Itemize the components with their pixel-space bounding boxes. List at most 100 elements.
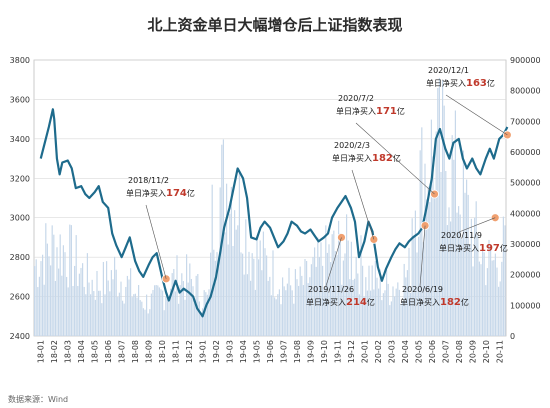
volume-bar (352, 279, 354, 336)
volume-bar (466, 179, 468, 336)
volume-bar (387, 283, 389, 336)
volume-bar (358, 294, 360, 336)
volume-bar (131, 297, 133, 336)
volume-bar (213, 249, 215, 336)
volume-bar (477, 235, 479, 336)
volume-bar (459, 214, 461, 336)
volume-bar (317, 237, 319, 336)
volume-bar (66, 276, 68, 336)
volume-bar (61, 275, 63, 336)
volume-bar (442, 80, 444, 337)
volume-bar (62, 245, 64, 336)
volume-bar (472, 266, 474, 336)
volume-bar (323, 289, 325, 336)
volume-bar (314, 247, 316, 336)
volume-bar (374, 260, 376, 336)
volume-bar (344, 253, 346, 336)
annotation-6: 2020/12/1 单日净买入163亿 (426, 66, 508, 136)
volume-bar (366, 290, 368, 336)
volume-bar (413, 235, 415, 336)
left-tick-label: 3400 (10, 135, 30, 144)
volume-bar (395, 288, 397, 336)
annotation-leader (351, 169, 375, 240)
chart-title: 北上资金单日大幅增仓后上证指数表现 (147, 16, 402, 34)
volume-bar (288, 267, 290, 336)
volume-bar (493, 260, 495, 336)
volume-bar (154, 285, 156, 336)
volume-bar (363, 296, 365, 336)
x-tick-label: 19-09 (306, 340, 315, 363)
x-tick-label: 18-01 (37, 340, 46, 363)
volume-bar (152, 289, 154, 336)
volume-bar (349, 279, 351, 336)
x-axis: 18-01 18-02 18-03 18-04 18-05 18-06 18-07 18-08… (37, 340, 505, 363)
left-axis: 2400 2600 2800 3000 3200 3400 3600 3800 (10, 56, 30, 341)
volume-bar (376, 277, 378, 336)
right-tick-label: 100000 (510, 301, 541, 310)
volume-bar (106, 261, 108, 336)
volume-bar (218, 256, 220, 336)
volume-bar (403, 263, 405, 336)
volume-bar (419, 150, 421, 336)
volume-bar (270, 295, 272, 336)
volume-bar (434, 197, 436, 336)
left-tick-label: 2600 (10, 293, 30, 302)
annotation-0: 2018/11/2 单日净买入174亿 (126, 176, 195, 279)
annotation-text: 单日净买入182亿 (332, 153, 401, 164)
volume-bar (422, 242, 424, 336)
volume-bar (142, 308, 144, 336)
right-tick-label: 500000 (510, 179, 541, 188)
x-tick-label: 20-07 (441, 340, 450, 363)
volume-bar (498, 286, 500, 336)
volume-bar (197, 273, 199, 336)
volume-bar (333, 230, 335, 336)
volume-bar (72, 286, 74, 336)
annotation-date: 2018/11/2 (128, 176, 169, 185)
volume-bar (234, 210, 236, 336)
volume-bar (261, 270, 263, 336)
volume-bar (173, 268, 175, 336)
volume-bar (322, 265, 324, 336)
volume-bar (208, 289, 210, 336)
volume-bar (104, 294, 106, 336)
volume-bar (258, 259, 260, 336)
volume-bar (464, 192, 466, 336)
x-tick-label: 18-11 (172, 340, 181, 363)
volume-bar (256, 235, 258, 336)
volume-bar (318, 257, 320, 336)
volume-bar (373, 289, 375, 336)
annotation-5: 2020/11/9 单日净买入197亿 (439, 217, 508, 254)
volume-bar (437, 88, 439, 336)
volume-bar (424, 163, 426, 336)
annotation-date: 2020/7/2 (338, 94, 374, 103)
volume-bar (88, 282, 90, 336)
volume-bar (235, 229, 237, 336)
volume-bar (451, 135, 453, 336)
volume-bar (155, 285, 157, 336)
left-tick-label: 3600 (10, 95, 30, 104)
annotation-text: 单日净买入163亿 (426, 78, 495, 89)
x-tick-label: 20-04 (401, 340, 410, 363)
annotation-text: 单日净买入197亿 (439, 243, 508, 254)
volume-bar (141, 301, 143, 336)
volume-bar (237, 225, 239, 336)
annotation-2: 2020/2/3 单日净买入182亿 (332, 141, 401, 240)
annotation-unit: 亿 (461, 297, 469, 307)
volume-bar (334, 251, 336, 336)
volume-bar (326, 252, 328, 336)
index-line (39, 108, 509, 318)
volume-bar (93, 291, 95, 336)
volume-bar (278, 289, 280, 336)
annotation-value: 182 (372, 153, 393, 164)
annotation-unit: 亿 (487, 78, 495, 88)
volume-bar (294, 269, 296, 336)
volume-bar (170, 288, 172, 336)
volume-bar (34, 266, 36, 336)
volume-bar (198, 301, 200, 336)
volume-bar (238, 171, 240, 336)
volume-bar (190, 278, 192, 336)
annotation-leader (355, 122, 435, 195)
volume-bar (229, 213, 231, 336)
volume-bar (427, 186, 429, 336)
